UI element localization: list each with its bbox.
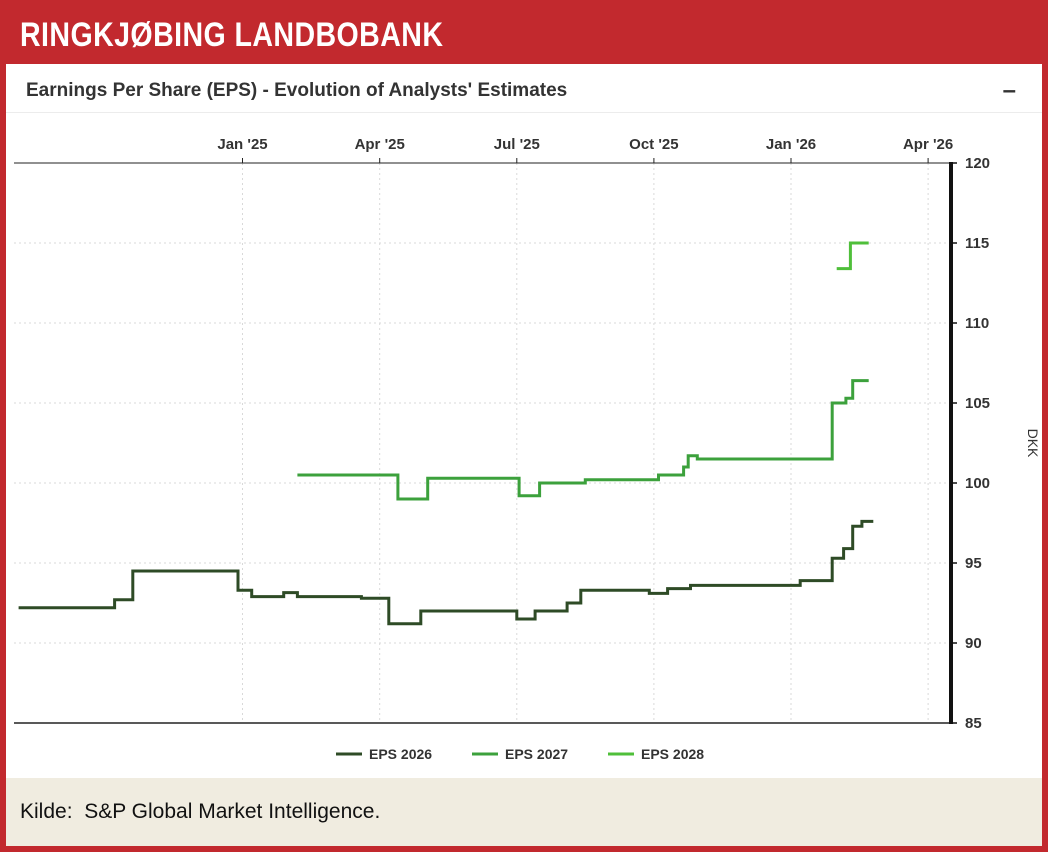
- series-line-eps-2027: [297, 379, 869, 501]
- x-tick-label: Jan '25: [217, 136, 267, 153]
- y-axis-title: DKK: [1025, 429, 1041, 458]
- x-tick-label: Apr '26: [903, 136, 953, 153]
- y-tick-label: 120: [965, 155, 990, 172]
- series-line-eps-2028: [836, 241, 869, 271]
- source-text: Kilde: S&P Global Market Intelligence.: [20, 800, 381, 823]
- bank-name: RINGKJØBING LANDBOBANK: [20, 15, 444, 54]
- eps-chart-widget: Earnings Per Share (EPS) - Evolution of …: [6, 64, 1042, 778]
- y-tick-label: 90: [965, 635, 982, 652]
- legend-item-eps-2028[interactable]: EPS 2028: [641, 746, 704, 762]
- chart-title: Earnings Per Share (EPS) - Evolution of …: [26, 80, 568, 101]
- source-bar: Kilde: S&P Global Market Intelligence.: [6, 778, 1042, 846]
- collapse-button[interactable]: –: [997, 79, 1022, 103]
- chart-header: Earnings Per Share (EPS) - Evolution of …: [6, 64, 1042, 113]
- y-tick-label: 105: [965, 395, 990, 412]
- y-tick-label: 95: [965, 555, 982, 572]
- legend-item-eps-2026[interactable]: EPS 2026: [369, 746, 432, 762]
- bank-banner: RINGKJØBING LANDBOBANK: [6, 6, 1042, 64]
- y-tick-label: 110: [965, 315, 989, 332]
- y-tick-label: 115: [965, 235, 989, 252]
- legend-item-eps-2027[interactable]: EPS 2027: [505, 746, 568, 762]
- y-tick-label: 85: [965, 715, 982, 732]
- x-tick-label: Jan '26: [766, 136, 816, 153]
- x-tick-label: Apr '25: [355, 136, 405, 153]
- x-tick-label: Jul '25: [494, 136, 540, 153]
- y-tick-label: 100: [965, 475, 990, 492]
- x-tick-label: Oct '25: [629, 136, 678, 153]
- series-line-eps-2026: [18, 519, 874, 626]
- eps-chart: Jan '25 Apr '25 Jul '25 Oct '25 Jan '26 Apr '…: [14, 136, 1041, 762]
